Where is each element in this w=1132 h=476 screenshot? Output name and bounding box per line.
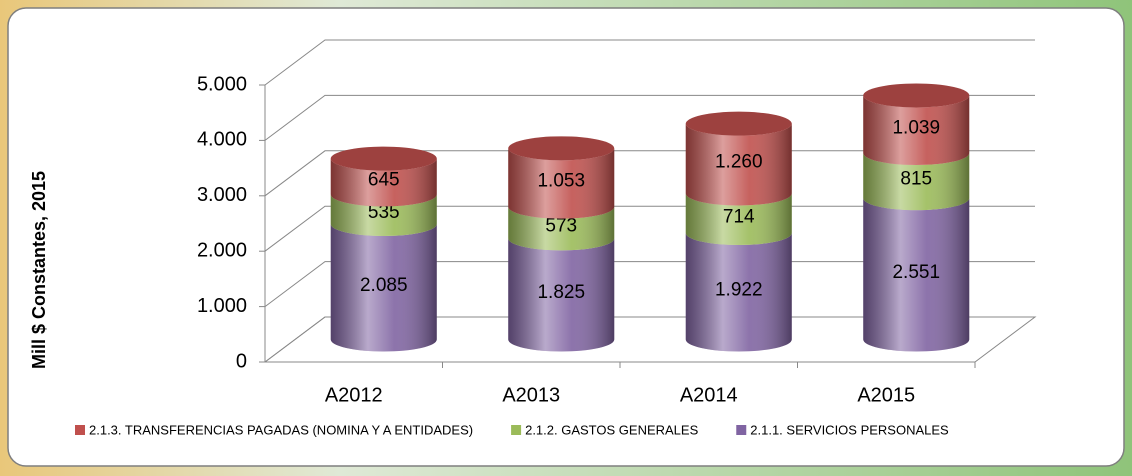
bar-top xyxy=(685,111,792,136)
y-tick-label: 3.000 xyxy=(197,184,247,206)
legend-label: 2.1.3. TRANSFERENCIAS PAGADAS (NOMINA Y … xyxy=(89,422,473,437)
value-label: 1.039 xyxy=(892,117,940,138)
grid-line xyxy=(264,94,1035,141)
value-label: 1.053 xyxy=(537,170,585,191)
value-label: 2.085 xyxy=(360,275,408,296)
grid-line xyxy=(264,150,1035,197)
value-label: 815 xyxy=(900,169,932,190)
value-label: 535 xyxy=(368,202,400,223)
grid-line xyxy=(264,39,1035,86)
y-axis-title: Mill $ Constantes, 2015 xyxy=(29,171,49,369)
bar-shading xyxy=(508,206,615,251)
bar-top-shading xyxy=(685,111,792,136)
value-label: 1.260 xyxy=(715,152,763,173)
y-tick-label: 4.000 xyxy=(197,129,247,151)
value-label: 645 xyxy=(368,170,400,191)
legend-swatch xyxy=(736,425,747,435)
bar-shading xyxy=(685,233,792,352)
legend-label: 2.1.1. SERVICIOS PERSONALES xyxy=(750,422,949,437)
legend-label: 2.1.2. GASTOS GENERALES xyxy=(525,422,698,437)
bar-top xyxy=(508,136,615,161)
bar-shading xyxy=(863,153,970,211)
bar-shading xyxy=(685,123,792,206)
bar-shading xyxy=(330,194,437,236)
x-tick-label: A2014 xyxy=(680,384,738,406)
y-tick-label: 5.000 xyxy=(197,73,247,95)
bar-top-shading xyxy=(508,136,615,161)
bar-shading xyxy=(508,238,615,352)
value-label: 714 xyxy=(723,206,755,227)
y-tick-label: 2.000 xyxy=(197,239,247,261)
bar-shading xyxy=(330,223,437,352)
x-tick-label: A2012 xyxy=(325,384,383,406)
bar-top xyxy=(863,83,970,108)
legend-swatch xyxy=(75,425,85,435)
bar-top-shading xyxy=(330,146,437,171)
legend-swatch xyxy=(511,425,522,435)
x-tick-label: A2013 xyxy=(502,384,560,406)
bar-shading xyxy=(863,95,970,166)
bar-shading xyxy=(863,198,970,352)
bar-shading xyxy=(685,193,792,246)
bar-shading xyxy=(330,158,437,207)
y-tick-label: 1.000 xyxy=(197,295,247,317)
bar-top-shading xyxy=(863,83,970,108)
grid-line xyxy=(264,205,1035,252)
grid-line xyxy=(264,316,1035,363)
grid-line xyxy=(264,261,1035,307)
y-tick-label: 0 xyxy=(236,350,247,372)
value-label: 2.551 xyxy=(892,262,940,283)
value-label: 573 xyxy=(545,216,577,237)
bar-top xyxy=(330,146,437,171)
value-label: 1.825 xyxy=(537,282,585,303)
bar-shading xyxy=(508,148,615,219)
value-label: 1.922 xyxy=(715,279,763,300)
x-tick-label: A2015 xyxy=(857,384,915,406)
